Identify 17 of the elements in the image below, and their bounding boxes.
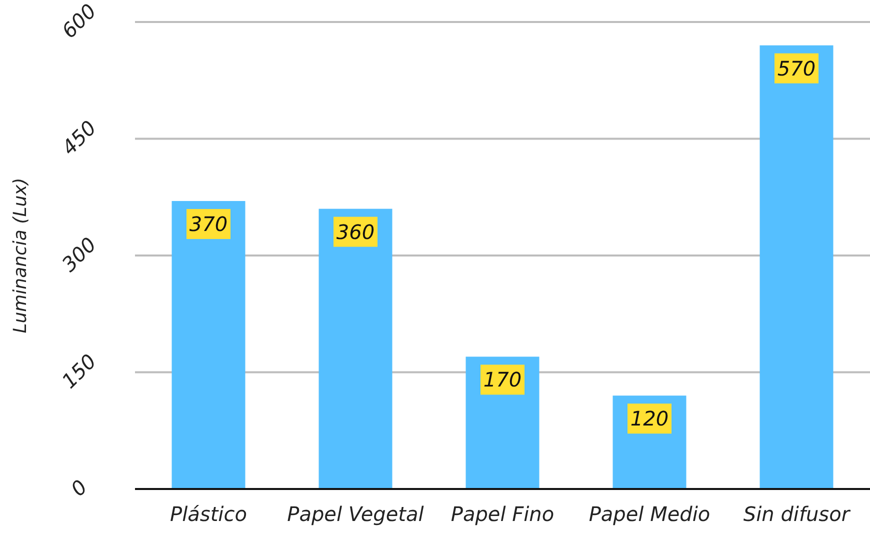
- y-axis-title: Luminancia (Lux): [10, 178, 31, 334]
- x-tick-label: Plástico: [170, 502, 247, 526]
- data-label: 120: [630, 406, 669, 431]
- data-label: 360: [336, 220, 375, 244]
- data-label: 370: [189, 212, 228, 236]
- x-tick-label: Papel Vegetal: [287, 502, 424, 526]
- y-tick-label: 600: [56, 0, 101, 43]
- x-tick-label: Papel Fino: [450, 502, 554, 526]
- y-tick-label: 450: [56, 116, 101, 160]
- bar: [318, 208, 392, 489]
- x-tick-label: Papel Medio: [588, 502, 710, 526]
- bar: [172, 201, 246, 489]
- x-tick-label: Sin difusor: [743, 502, 852, 526]
- data-label: 570: [777, 56, 816, 80]
- y-tick-label: 0: [66, 474, 92, 501]
- data-label: 170: [483, 368, 522, 392]
- bar: [760, 45, 834, 489]
